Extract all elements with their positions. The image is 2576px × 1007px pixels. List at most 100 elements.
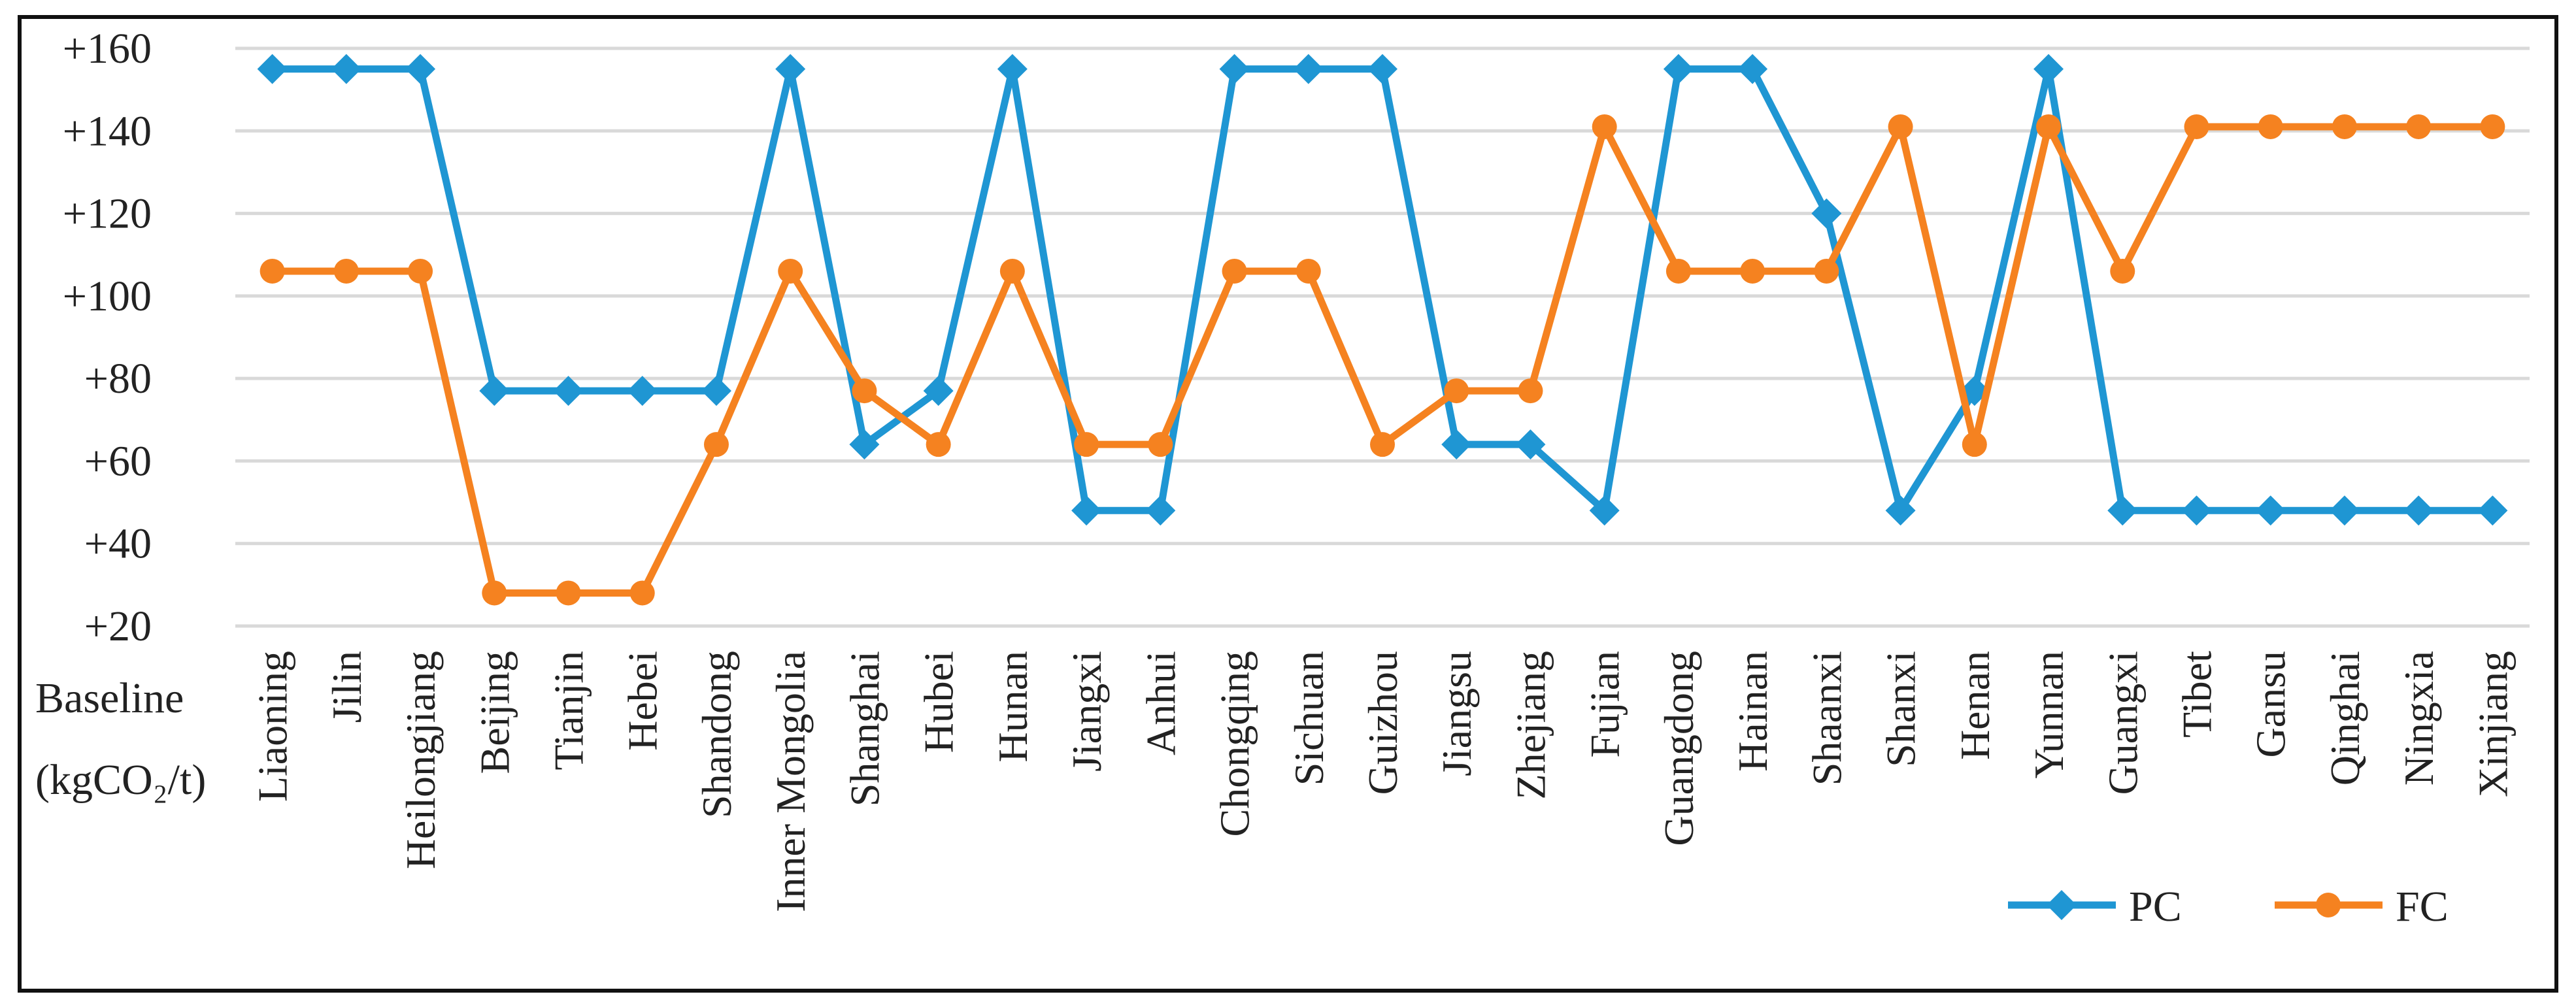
- marker-fc: [1370, 432, 1395, 457]
- marker-pc: [1367, 54, 1397, 84]
- marker-fc: [2406, 114, 2432, 139]
- series-pc: [257, 54, 2508, 526]
- x-tick-label: Jiangsu: [1433, 651, 1480, 776]
- legend-entry-pc: PC: [2008, 883, 2182, 931]
- marker-fc: [2258, 114, 2283, 139]
- marker-fc: [926, 432, 951, 457]
- x-tick-label: Shanghai: [841, 651, 888, 806]
- marker-pc: [2255, 495, 2286, 526]
- x-tick-label: Gansu: [2248, 651, 2294, 758]
- marker-pc: [849, 429, 880, 460]
- marker-pc: [1219, 54, 1250, 84]
- x-tick-label: Qinghai: [2322, 651, 2368, 785]
- marker-fc: [703, 432, 729, 457]
- x-tick-label: Beijing: [471, 651, 518, 774]
- legend-label: FC: [2396, 883, 2449, 931]
- marker-pc: [1071, 495, 1102, 526]
- series-group: [257, 54, 2508, 606]
- marker-fc: [482, 580, 507, 606]
- marker-fc: [778, 258, 803, 284]
- y-tick-label: +140: [63, 107, 152, 155]
- marker-pc: [2181, 495, 2212, 526]
- marker-pc: [923, 376, 954, 406]
- y-axis-title-line-1: Baseline: [35, 674, 184, 722]
- marker-fc: [2480, 114, 2505, 139]
- marker-fc: [1074, 432, 1099, 457]
- x-tick-label: Shandong: [694, 651, 740, 818]
- x-tick-label: Jiangxi: [1063, 651, 1110, 772]
- marker-pc: [2403, 495, 2434, 526]
- x-tick-label: Jilin: [324, 651, 370, 723]
- marker-fc: [333, 258, 359, 284]
- y-tick-label: +120: [63, 190, 152, 238]
- marker-fc: [2110, 258, 2135, 284]
- x-tick-label: Sichuan: [1286, 651, 1332, 785]
- marker-fc: [1444, 378, 1469, 404]
- marker-pc: [257, 54, 288, 84]
- x-tick-label: Xinjiang: [2469, 651, 2516, 797]
- marker-fc: [1518, 378, 1543, 404]
- marker-pc: [1515, 429, 1546, 460]
- marker-pc: [1145, 495, 1176, 526]
- marker-pc: [1441, 429, 1472, 460]
- marker-fc: [1296, 258, 1321, 284]
- x-tick-label: Yunnan: [2026, 651, 2072, 779]
- x-tick-label: Tianjin: [546, 651, 592, 770]
- marker-fc: [1740, 258, 1765, 284]
- x-tick-label: Ningxia: [2396, 651, 2442, 785]
- marker-fc: [2184, 114, 2209, 139]
- marker-pc: [701, 376, 731, 406]
- marker-fc: [1888, 114, 1913, 139]
- x-tick-label: Hunan: [990, 651, 1036, 763]
- x-tick-label: Henan: [1952, 651, 1998, 760]
- marker-pc: [1663, 54, 1694, 84]
- marker-fc: [2332, 114, 2357, 139]
- y-tick-label: +100: [63, 272, 152, 320]
- marker-pc: [627, 376, 658, 406]
- marker-fc: [1148, 432, 1173, 457]
- marker-fc: [629, 580, 655, 606]
- marker-pc: [479, 376, 510, 406]
- marker-pc: [553, 376, 584, 406]
- x-axis-category-labels: Liaoning Jilin Heilongjiang Beijing Tianjin H…: [250, 651, 2517, 912]
- marker-fc: [556, 580, 581, 606]
- marker-fc: [1592, 114, 1617, 139]
- marker-fc: [2036, 114, 2062, 139]
- marker-fc: [1665, 258, 1691, 284]
- marker-fc: [408, 258, 433, 284]
- legend-label: PC: [2129, 883, 2182, 931]
- x-tick-label: Anhui: [1137, 651, 1184, 755]
- legend-entry-fc: FC: [2275, 883, 2449, 931]
- x-tick-label: Heilongjiang: [397, 651, 444, 869]
- x-tick-label: Guangxi: [2099, 651, 2146, 795]
- marker-pc: [775, 54, 806, 84]
- y-tick-label: +20: [84, 603, 152, 650]
- x-tick-label: Guangdong: [1656, 651, 1702, 846]
- x-tick-label: Liaoning: [250, 651, 296, 802]
- marker-pc: [2107, 495, 2138, 526]
- x-tick-label: Hebei: [620, 651, 666, 751]
- marker-pc: [331, 54, 361, 84]
- marker-fc: [1222, 258, 1247, 284]
- legend: PC FC: [2008, 883, 2449, 931]
- marker-legend: [2047, 890, 2077, 920]
- x-tick-label: Fujian: [1582, 651, 1628, 758]
- marker-pc: [2033, 54, 2064, 84]
- x-tick-label: Inner Mongolia: [767, 651, 814, 912]
- x-tick-label: Tibet: [2173, 651, 2220, 738]
- y-tick-label: +160: [63, 25, 152, 73]
- x-tick-label: Shaanxi: [1803, 651, 1850, 785]
- x-tick-label: Hubei: [916, 651, 962, 753]
- series-fc: [259, 114, 2505, 606]
- x-tick-label: Zhejiang: [1507, 651, 1554, 799]
- marker-pc: [1885, 495, 1916, 526]
- marker-fc: [999, 258, 1025, 284]
- marker-pc: [1811, 198, 1842, 229]
- marker-pc: [2477, 495, 2508, 526]
- marker-fc: [1962, 432, 1987, 457]
- marker-pc: [2329, 495, 2360, 526]
- x-tick-label: Shanxi: [1878, 651, 1924, 767]
- marker-pc: [1293, 54, 1324, 84]
